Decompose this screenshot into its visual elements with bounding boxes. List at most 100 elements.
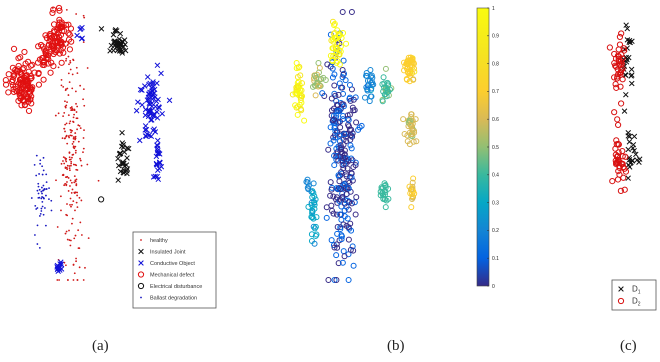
scatter-point-b: [305, 186, 312, 193]
scatter-point-a: [12, 83, 19, 90]
scatter-point-a: [41, 165, 44, 168]
scatter-point-b: [337, 124, 344, 131]
scatter-point-a: [116, 151, 123, 157]
scatter-point-c: [617, 187, 624, 194]
scatter-point-a: [123, 162, 130, 168]
scatter-point-a: [2, 77, 9, 84]
scatter-point-b: [335, 157, 342, 164]
scatter-point-a: [68, 167, 71, 170]
scatter-point-c: [625, 175, 631, 181]
scatter-point-a: [83, 104, 86, 107]
scatter-point-a: [28, 74, 35, 82]
scatter-point-b: [315, 59, 322, 66]
scatter-point-a: [60, 49, 67, 56]
scatter-point-a: [75, 13, 78, 15]
scatter-point-a: [72, 116, 75, 119]
scatter-point-a: [75, 111, 78, 113]
scatter-point-b: [382, 204, 389, 211]
scatter-point-b: [298, 92, 305, 99]
scatter-point-a: [68, 229, 70, 232]
scatter-point-b: [380, 74, 387, 81]
scatter-point-a: [137, 86, 144, 93]
scatter-point-a: [8, 78, 15, 86]
scatter-point-a: [34, 234, 36, 236]
scatter-point-b: [335, 172, 342, 179]
scatter-point-a: [41, 58, 48, 65]
legend-a-marker: [137, 282, 145, 290]
scatter-point-b: [347, 246, 354, 253]
scatter-point-a: [73, 108, 76, 111]
scatter-point-b: [350, 262, 357, 269]
scatter-point-a: [144, 131, 150, 137]
scatter-point-b: [333, 185, 340, 192]
scatter-point-a: [155, 137, 161, 144]
panel-label-c: (c): [620, 338, 637, 354]
scatter-point-a: [142, 106, 149, 113]
scatter-point-a: [40, 197, 43, 200]
scatter-point-a: [82, 88, 85, 91]
scatter-point-a: [21, 74, 28, 81]
scatter-point-a: [71, 217, 74, 220]
scatter-point-a: [65, 59, 67, 62]
scatter-point-a: [73, 175, 76, 178]
scatter-point-c: [631, 133, 638, 140]
legend-a-marker: [138, 248, 144, 255]
scatter-point-a: [39, 159, 42, 162]
scatter-point-a: [133, 107, 140, 114]
scatter-point-c: [606, 44, 613, 51]
scatter-point-a: [154, 173, 160, 180]
scatter-point-a: [82, 151, 84, 154]
scatter-point-a: [72, 264, 75, 266]
scatter-point-a: [79, 157, 81, 160]
scatter-point-b: [378, 184, 385, 191]
scatter-point-a: [50, 209, 53, 212]
legend-a: healthy Insulated Joint Conductive Object M…: [132, 231, 217, 309]
scatter-point-a: [69, 203, 71, 206]
scatter-point-c: [623, 22, 629, 28]
scatter-point-a: [41, 192, 43, 195]
scatter-point-a: [68, 38, 75, 45]
scatter-point-a: [76, 128, 78, 131]
scatter-point-b: [337, 142, 344, 149]
panel-a-points: [2, 4, 173, 281]
colorbar-tick: 0.2: [487, 228, 499, 234]
scatter-point-a: [64, 105, 67, 108]
scatter-point-a: [70, 131, 72, 134]
scatter-point-a: [119, 160, 126, 167]
scatter-panel-b: 0 0.1 0.2 0.3 0.4 0.5 0.6 0.7 0.8 0.9 1: [289, 6, 499, 290]
scatter-point-a: [74, 151, 77, 154]
scatter-point-a: [50, 21, 58, 28]
scatter-point-b: [334, 27, 341, 34]
scatter-point-b: [308, 201, 315, 208]
scatter-point-b: [328, 237, 335, 244]
scatter-point-a: [37, 192, 40, 195]
scatter-point-b: [328, 95, 335, 102]
scatter-point-a: [139, 102, 145, 108]
scatter-point-a: [142, 112, 149, 118]
scatter-point-b: [381, 91, 388, 98]
scatter-point-b: [334, 57, 341, 64]
scatter-point-a: [151, 126, 158, 132]
scatter-point-a: [148, 117, 154, 123]
scatter-point-b: [297, 72, 304, 79]
colorbar-tick-label: 0.2: [492, 228, 499, 234]
scatter-point-a: [148, 85, 155, 91]
scatter-point-b: [341, 70, 348, 77]
scatter-point-a: [70, 164, 72, 167]
scatter-point-c: [620, 174, 627, 181]
scatter-point-c: [619, 55, 626, 62]
scatter-point-b: [340, 221, 347, 228]
scatter-point-a: [63, 137, 66, 140]
scatter-point-b: [329, 74, 336, 81]
scatter-point-a: [42, 48, 49, 55]
scatter-point-c: [625, 133, 632, 139]
scatter-point-b: [308, 231, 315, 238]
legend-c-box: [611, 279, 657, 311]
scatter-point-b: [406, 141, 413, 148]
scatter-point-b: [310, 180, 317, 187]
scatter-point-a: [64, 159, 67, 161]
scatter-point-b: [311, 201, 318, 208]
scatter-point-b: [331, 162, 338, 169]
scatter-point-a: [121, 149, 128, 155]
scatter-point-c: [614, 75, 621, 82]
